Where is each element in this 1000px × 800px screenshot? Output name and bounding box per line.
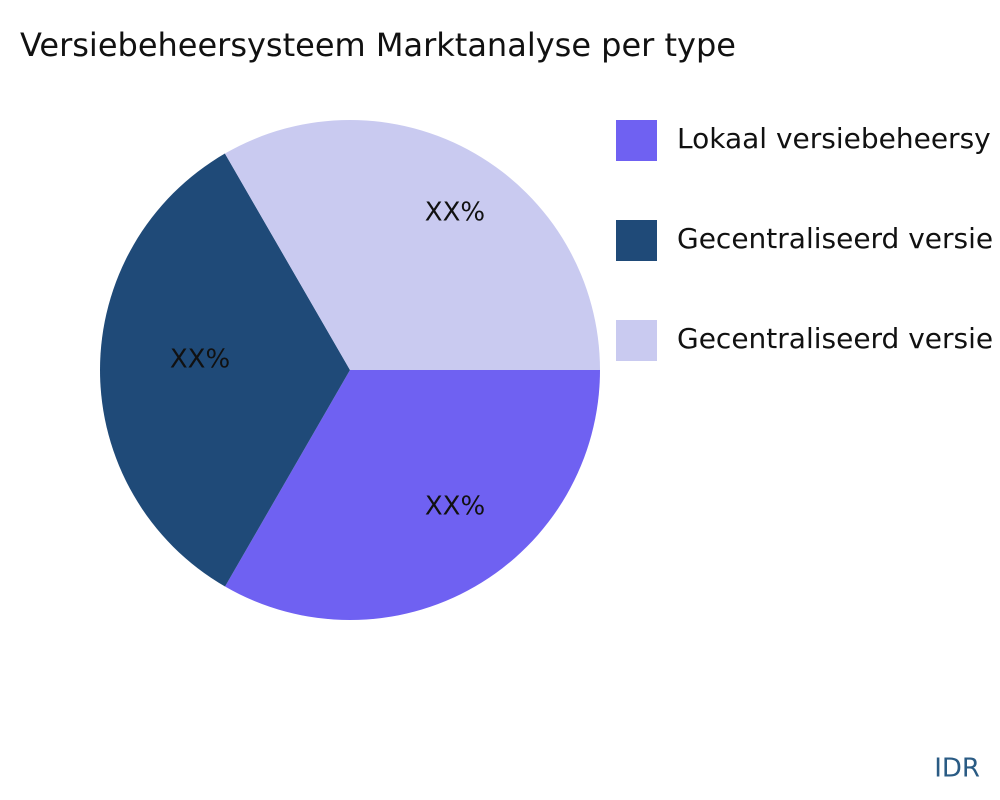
legend-swatch bbox=[616, 220, 657, 261]
slice-label: XX% bbox=[425, 492, 485, 522]
legend-label: Lokaal versiebeheersy bbox=[677, 122, 991, 155]
legend-label: Gecentraliseerd versie bbox=[677, 322, 993, 355]
pie-slice bbox=[100, 153, 350, 587]
slice-label: XX% bbox=[425, 197, 485, 227]
watermark: IDR bbox=[934, 754, 980, 784]
chart-title: Versiebeheersysteem Marktanalyse per typ… bbox=[20, 26, 736, 64]
pie-slice bbox=[224, 119, 601, 371]
legend-swatch bbox=[616, 320, 657, 361]
slice-label: XX% bbox=[170, 345, 230, 375]
pie-slice bbox=[225, 370, 600, 621]
legend-swatch bbox=[616, 120, 657, 161]
legend-label: Gecentraliseerd versie bbox=[677, 222, 993, 255]
